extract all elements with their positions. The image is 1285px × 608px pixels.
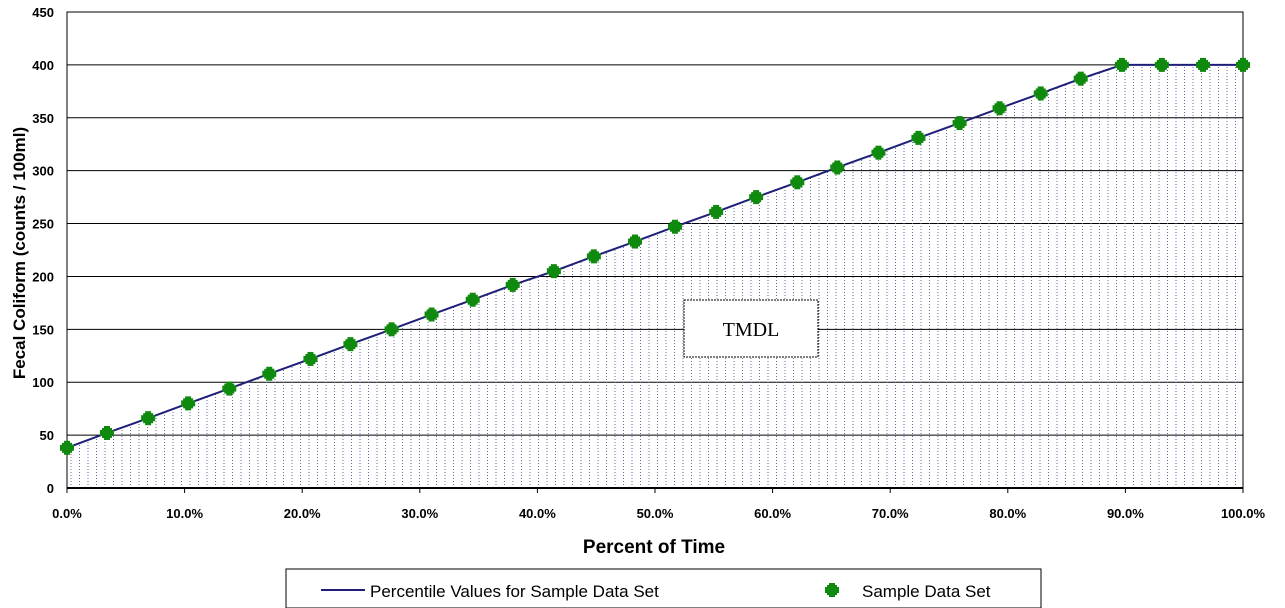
sample-point xyxy=(99,425,114,440)
sample-point xyxy=(749,190,764,205)
x-tick-label: 30.0% xyxy=(401,506,438,521)
y-tick-label: 200 xyxy=(32,269,54,284)
sample-point xyxy=(181,396,196,411)
x-tick-label: 10.0% xyxy=(166,506,203,521)
sample-point xyxy=(60,440,74,455)
series-layer xyxy=(60,57,1250,455)
y-tick-label: 450 xyxy=(32,5,54,20)
y-tick-label: 250 xyxy=(32,217,54,232)
sample-point xyxy=(546,264,561,279)
x-tick-label: 80.0% xyxy=(989,506,1026,521)
sample-point xyxy=(1236,57,1250,72)
y-axis-title: Fecal Coliform (counts / 100ml) xyxy=(10,127,29,379)
series-line-percentile xyxy=(66,63,1243,449)
x-tick-label: 100.0% xyxy=(1221,506,1266,521)
y-tick-label: 300 xyxy=(32,164,54,179)
y-tick-label: 350 xyxy=(32,111,54,126)
y-tick-label: 150 xyxy=(32,322,54,337)
sample-point xyxy=(830,160,845,175)
sample-point xyxy=(911,130,926,145)
sample-point xyxy=(1114,57,1129,72)
x-tick-labels: 0.0% 10.0% 20.0% 30.0% 40.0% 50.0% 60.0% 70.0% 8… xyxy=(52,506,1265,521)
sample-point xyxy=(465,292,480,307)
annotation-box: TMDL xyxy=(683,299,819,358)
sample-point xyxy=(141,411,156,426)
sample-point xyxy=(505,277,520,292)
sample-point xyxy=(1196,57,1211,72)
axes-layer xyxy=(66,11,1244,493)
sample-point xyxy=(262,366,277,381)
sample-point xyxy=(1033,86,1048,101)
annotation-text: TMDL xyxy=(723,319,780,341)
sample-point xyxy=(586,249,601,264)
x-tick-label: 50.0% xyxy=(637,506,674,521)
sample-point xyxy=(628,234,643,249)
legend-marker-swatch xyxy=(825,583,839,597)
y-tick-label: 0 xyxy=(47,481,54,496)
sample-point xyxy=(343,337,358,352)
grid-layer xyxy=(67,11,1243,436)
sample-point xyxy=(709,204,724,219)
x-tick-label: 40.0% xyxy=(519,506,556,521)
sample-point xyxy=(952,116,967,131)
y-tick-label: 100 xyxy=(32,375,54,390)
sample-point xyxy=(992,101,1007,116)
sample-point xyxy=(790,175,805,190)
sample-point xyxy=(1073,71,1088,86)
sample-point xyxy=(222,381,237,396)
x-tick-label: 90.0% xyxy=(1107,506,1144,521)
sample-point xyxy=(871,145,886,160)
legend-label-percentile: Percentile Values for Sample Data Set xyxy=(370,582,659,601)
sample-point xyxy=(1154,57,1169,72)
legend: Percentile Values for Sample Data Set Sa… xyxy=(285,568,1042,608)
y-tick-label: 50 xyxy=(40,428,54,443)
x-tick-label: 60.0% xyxy=(754,506,791,521)
y-tick-labels: 0 50 100 150 200 250 300 350 400 450 xyxy=(32,5,54,496)
legend-label-sample: Sample Data Set xyxy=(862,582,991,601)
x-tick-label: 20.0% xyxy=(284,506,321,521)
sample-point xyxy=(384,322,399,337)
x-tick-label: 0.0% xyxy=(52,506,82,521)
x-tick-label: 70.0% xyxy=(872,506,909,521)
x-axis-title: Percent of Time xyxy=(583,537,725,558)
sample-point xyxy=(667,219,682,234)
sample-point xyxy=(303,351,318,366)
y-tick-label: 400 xyxy=(32,58,54,73)
sample-point xyxy=(424,307,439,322)
